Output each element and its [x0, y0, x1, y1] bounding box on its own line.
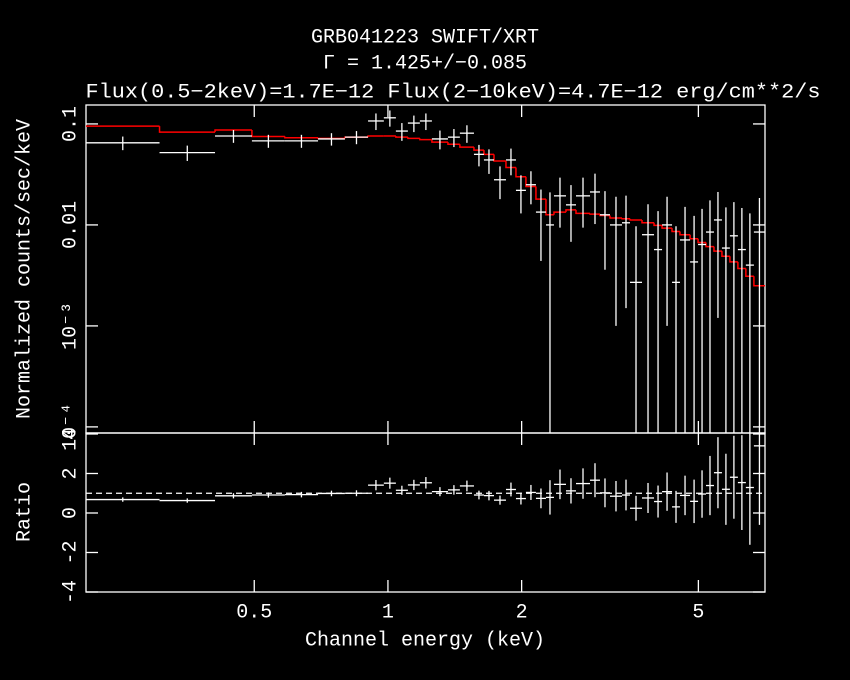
- model-step: [459, 144, 474, 148]
- model-step: [729, 256, 738, 263]
- y-axis-label: Ratio: [13, 482, 36, 542]
- y-tick-label: 10⁻³: [59, 302, 82, 350]
- y-axis-label: Normalized counts/sec/keV: [13, 119, 36, 419]
- y-tick-label: 0: [59, 507, 82, 519]
- model-step: [705, 242, 714, 248]
- y-tick-label: -2: [59, 540, 82, 564]
- model-step: [737, 261, 746, 270]
- model-step: [284, 136, 319, 139]
- model-step: [214, 129, 252, 133]
- plot-area: [86, 433, 765, 545]
- model-step: [609, 215, 622, 219]
- y-tick-label: 0.1: [59, 106, 82, 142]
- model-step: [419, 138, 432, 141]
- x-axis-label: Channel energy (keV): [305, 629, 545, 652]
- model-step: [407, 137, 420, 140]
- y-tick-label: 10⁻⁴: [59, 403, 82, 451]
- model-step: [395, 135, 408, 138]
- plot-area: [86, 110, 765, 433]
- model-step: [713, 246, 722, 252]
- model-step: [745, 268, 754, 278]
- y-tick-label: 2: [59, 467, 82, 479]
- model-step: [493, 154, 506, 162]
- model-step: [515, 167, 526, 178]
- chart-title: GRB041223 SWIFT/XRT: [311, 26, 539, 49]
- model-step: [431, 139, 448, 143]
- model-step: [721, 251, 730, 257]
- x-tick-label: 2: [516, 601, 528, 624]
- y-tick-label: 4: [59, 428, 82, 440]
- chart-subtitle: Γ = 1.425+/−0.085: [323, 52, 527, 75]
- y-tick-label: -4: [59, 580, 82, 604]
- model-step: [753, 276, 765, 287]
- model-step: [697, 238, 707, 244]
- model-step: [629, 218, 643, 221]
- model-step: [575, 209, 591, 215]
- x-tick-label: 5: [692, 601, 704, 624]
- chart-subtitle: Flux(0.5−2keV)=1.7E−12 Flux(2−10keV)=4.7…: [86, 81, 821, 104]
- x-tick-label: 0.5: [236, 601, 272, 624]
- model-step: [535, 186, 546, 200]
- x-tick-label: 1: [382, 601, 394, 624]
- model-step: [599, 214, 610, 217]
- model-step: [661, 225, 673, 229]
- model-step: [565, 209, 576, 213]
- model-step: [671, 228, 680, 233]
- model-step: [589, 213, 600, 215]
- model-step: [505, 160, 516, 169]
- model-step: [447, 142, 460, 145]
- model-step: [553, 211, 566, 215]
- y-tick-label: 0.01: [59, 201, 82, 249]
- model-step: [621, 218, 631, 220]
- model-step: [689, 234, 699, 240]
- model-step: [525, 176, 536, 188]
- model-step: [545, 199, 554, 216]
- model-step: [641, 219, 655, 224]
- model-step: [158, 126, 216, 133]
- model-step: [679, 231, 691, 236]
- model-step: [653, 222, 663, 227]
- model-step: [473, 147, 484, 151]
